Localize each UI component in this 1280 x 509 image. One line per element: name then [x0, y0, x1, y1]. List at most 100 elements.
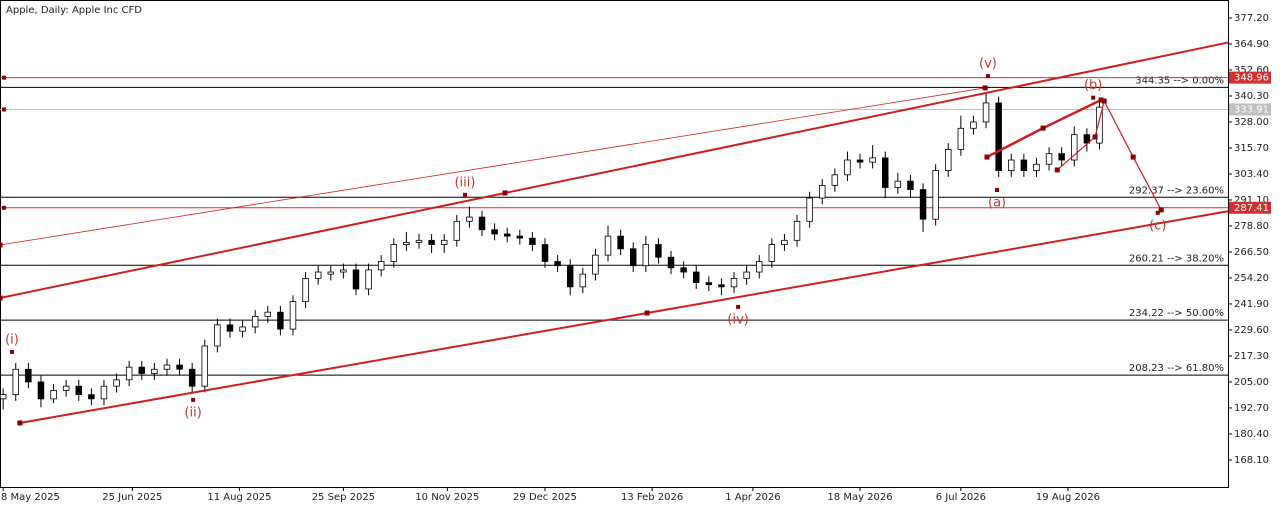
- candle-body: [138, 366, 146, 374]
- x-tick-label: 11 Aug 2025: [207, 492, 271, 503]
- candle-body: [554, 261, 561, 267]
- candle-body: [907, 180, 914, 191]
- plot-area: 344.35 --> 0.00% 292.37 --> 23.60% 260.21 …: [0, 41, 1229, 426]
- trendline-anchor: [644, 310, 650, 316]
- price-label-box: [1229, 201, 1271, 214]
- candle-body: [503, 233, 511, 237]
- y-tick-label: 180.40: [1234, 429, 1269, 440]
- candle-body: [113, 379, 120, 387]
- candle-body: [919, 189, 927, 220]
- candle-body: [819, 184, 826, 199]
- candle-body: [125, 366, 133, 381]
- y-tick-label: 266.50: [1234, 247, 1269, 258]
- fib-label: 344.35 --> 0.00%: [1135, 75, 1224, 86]
- candle-body: [453, 220, 461, 241]
- candle-body: [1083, 134, 1091, 144]
- fib-label: 234.22 --> 50.00%: [1129, 308, 1224, 319]
- y-tick-label: 241.90: [1234, 299, 1269, 310]
- candle-body: [377, 261, 385, 271]
- trendline-anchor: [0, 295, 3, 301]
- candle-body: [1045, 153, 1053, 165]
- candle-body: [0, 394, 7, 400]
- candle-body: [882, 157, 889, 188]
- candle-body: [516, 235, 524, 239]
- price-label: 333.91: [1234, 104, 1269, 115]
- trendline-anchor: [1158, 207, 1164, 213]
- candle-body: [176, 364, 183, 370]
- candle-body: [214, 324, 221, 347]
- candle-body: [680, 267, 687, 273]
- trendline-anchor: [1092, 134, 1098, 140]
- candle-body: [151, 368, 158, 374]
- candle-body: [440, 239, 448, 245]
- x-tick-label: 1 Apr 2026: [725, 492, 780, 503]
- candle-body: [314, 271, 322, 279]
- candle-body: [428, 239, 435, 245]
- trendline-anchor: [17, 420, 23, 426]
- candle-body: [25, 368, 32, 383]
- wave-marker: [462, 192, 467, 197]
- x-tick-label: 6 Jul 2026: [936, 492, 986, 503]
- candle-body: [277, 311, 284, 330]
- y-tick-label: 364.90: [1234, 39, 1269, 50]
- candle-body: [932, 170, 939, 220]
- candle-body: [1096, 106, 1103, 144]
- candle-body: [730, 277, 738, 288]
- fib-label: 208.23 --> 61.80%: [1129, 363, 1224, 374]
- trendline-anchor: [1101, 98, 1107, 104]
- wave-label: (i): [5, 332, 19, 347]
- trendline-anchor: [1098, 97, 1104, 103]
- y-tick-label: 229.60: [1234, 325, 1269, 336]
- trendline-anchor: [982, 85, 988, 91]
- y-tick-label: 291.10: [1234, 195, 1269, 206]
- wave-marker: [1155, 210, 1160, 215]
- wave-label: (ii): [184, 405, 201, 420]
- candle-body: [856, 159, 864, 163]
- y-tick-label: 192.70: [1234, 403, 1269, 414]
- trendline: [0, 87, 986, 246]
- candle-body: [264, 311, 272, 317]
- candle-body: [768, 244, 776, 262]
- y-tick-label: 377.20: [1234, 13, 1269, 24]
- y-tick-label: 278.80: [1234, 221, 1269, 232]
- plot-frame: [0, 0, 1229, 488]
- candle-body: [188, 368, 196, 387]
- candle-body: [50, 390, 57, 400]
- wave-label: (b): [1084, 78, 1102, 93]
- wave-label: (iv): [727, 312, 748, 327]
- price-line-handle: [2, 107, 6, 112]
- x-tick-label: 10 Nov 2025: [415, 492, 479, 503]
- chart-title: Apple, Daily: Apple Inc CFD: [6, 5, 142, 16]
- candle-body: [12, 368, 19, 396]
- candle-body: [869, 157, 876, 163]
- candle-body: [302, 277, 309, 303]
- candle-body: [718, 284, 725, 288]
- y-tick-label: 352.60: [1234, 65, 1269, 76]
- candle-body: [617, 235, 624, 250]
- candle-body: [1008, 159, 1015, 171]
- trendline-anchor: [1054, 167, 1060, 173]
- candle-body: [251, 316, 259, 328]
- candle-body: [592, 254, 599, 275]
- fib-label: 260.21 --> 38.20%: [1129, 253, 1224, 264]
- price-label-box: [1229, 71, 1271, 84]
- candle-body: [163, 364, 171, 370]
- candle-body: [667, 256, 675, 269]
- candle-body: [365, 269, 372, 290]
- candle-body: [894, 180, 902, 188]
- candle-body: [541, 244, 549, 262]
- candle-body: [743, 271, 750, 279]
- candle-body: [478, 216, 486, 231]
- candle-body: [75, 385, 82, 396]
- wave-marker: [736, 304, 741, 309]
- y-tick-label: 303.40: [1234, 169, 1269, 180]
- candle-body: [604, 235, 612, 256]
- x-tick-label: 13 Feb 2026: [621, 492, 683, 503]
- wave-marker: [995, 188, 1000, 193]
- candle-body: [793, 220, 801, 241]
- trendline-anchor: [984, 154, 990, 160]
- candle-body: [692, 271, 700, 284]
- candle-body: [806, 197, 813, 222]
